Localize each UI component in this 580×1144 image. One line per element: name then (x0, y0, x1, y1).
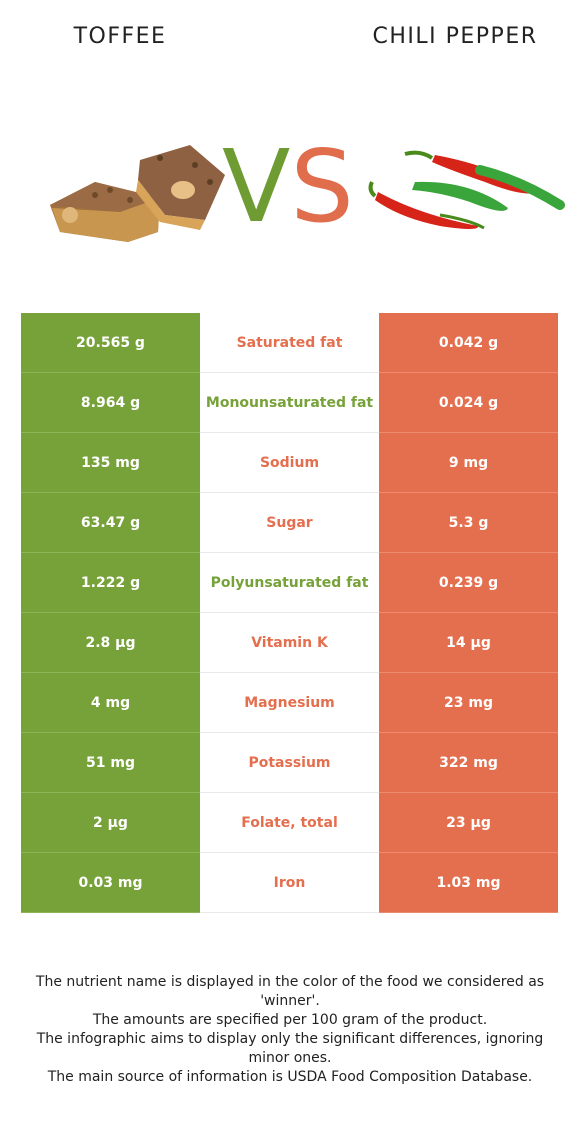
left-value: 20.565 g (21, 313, 200, 373)
nutrient-name: Sodium (200, 432, 379, 493)
right-value: 23 mg (379, 672, 558, 733)
left-value: 1.222 g (21, 552, 200, 613)
chili-pepper-image (368, 150, 565, 230)
table-row: 1.222 g Polyunsaturated fat 0.239 g (21, 552, 558, 613)
left-value: 135 mg (21, 432, 200, 493)
right-value: 5.3 g (379, 492, 558, 553)
vs-letter-v: V (222, 128, 291, 245)
food-illustrations (50, 145, 565, 242)
nutrient-name: Polyunsaturated fat (200, 552, 379, 613)
table-row: 2.8 µg Vitamin K 14 µg (21, 612, 558, 673)
left-value: 2.8 µg (21, 612, 200, 673)
table-row: 0.03 mg Iron 1.03 mg (21, 852, 558, 913)
table-row: 51 mg Potassium 322 mg (21, 732, 558, 793)
nutrient-name: Magnesium (200, 672, 379, 733)
left-value: 0.03 mg (21, 852, 200, 913)
right-value: 322 mg (379, 732, 558, 793)
left-value: 63.47 g (21, 492, 200, 553)
footnote-line: The main source of information is USDA F… (47, 1069, 533, 1085)
left-value: 51 mg (21, 732, 200, 793)
toffee-image (50, 145, 225, 242)
right-food-title: CHILI PEPPER (372, 24, 538, 49)
vs-letter-s: S (290, 128, 354, 245)
right-value: 0.024 g (379, 372, 558, 433)
table-row: 20.565 g Saturated fat 0.042 g (21, 313, 558, 373)
left-value: 4 mg (21, 672, 200, 733)
nutrient-name: Vitamin K (200, 612, 379, 673)
right-value: 0.042 g (379, 313, 558, 373)
footnote-line: The amounts are specified per 100 gram o… (92, 1012, 488, 1028)
footnote-line: The nutrient name is displayed in the co… (35, 974, 545, 1009)
table-row: 135 mg Sodium 9 mg (21, 432, 558, 493)
nutrient-name: Iron (200, 852, 379, 913)
left-value: 8.964 g (21, 372, 200, 433)
nutrient-name: Sugar (200, 492, 379, 553)
left-food-title: TOFFEE (73, 24, 167, 49)
nutrient-name: Folate, total (200, 792, 379, 853)
comparison-table: 20.565 g Saturated fat 0.042 g 8.964 g Monou… (21, 313, 558, 913)
nutrient-name: Monounsaturated fat (200, 372, 379, 433)
table-row: 2 µg Folate, total 23 µg (21, 792, 558, 853)
left-value: 2 µg (21, 792, 200, 853)
nutrient-name: Saturated fat (200, 313, 379, 373)
nutrient-name: Potassium (200, 732, 379, 793)
table-row: 4 mg Magnesium 23 mg (21, 672, 558, 733)
right-value: 0.239 g (379, 552, 558, 613)
table-row: 63.47 g Sugar 5.3 g (21, 492, 558, 553)
right-value: 1.03 mg (379, 852, 558, 913)
right-value: 23 µg (379, 792, 558, 853)
vs-label: VS (222, 132, 354, 242)
footnote: The nutrient name is displayed in the co… (20, 973, 560, 1087)
right-value: 14 µg (379, 612, 558, 673)
right-value: 9 mg (379, 432, 558, 493)
footnote-line: The infographic aims to display only the… (36, 1031, 544, 1066)
table-row: 8.964 g Monounsaturated fat 0.024 g (21, 372, 558, 433)
